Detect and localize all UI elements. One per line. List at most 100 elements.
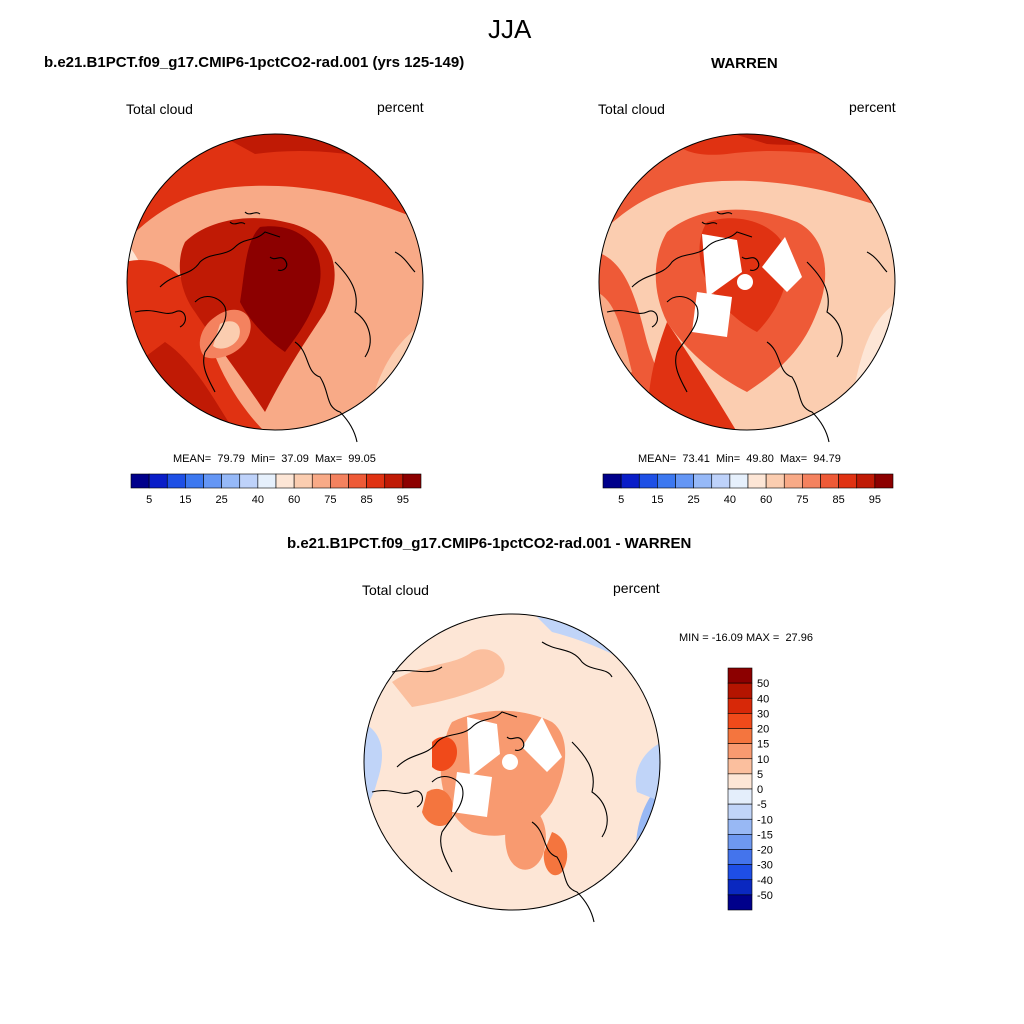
- colorbar-tick-label: -5: [757, 799, 767, 811]
- colorbar-tick-label: 15: [757, 739, 769, 751]
- colorbar-swatch: [293, 473, 313, 489]
- panel-2-coastlines: [606, 211, 888, 443]
- colorbar-tick-label: 10: [757, 754, 769, 766]
- colorbar-swatch: [693, 473, 713, 489]
- colorbar-tick-label: 40: [252, 494, 264, 506]
- colorbar-swatch: [221, 473, 241, 489]
- panel-1-min-label: Min=: [251, 453, 276, 465]
- panel-3-coastlines: [371, 641, 613, 923]
- panel-2-mean-value: 73.41: [682, 453, 710, 465]
- colorbar-swatch: [727, 864, 753, 881]
- colorbar-swatch: [727, 728, 753, 744]
- colorbar-swatch: [330, 473, 349, 489]
- colorbar-swatch: [366, 473, 386, 489]
- colorbar-swatch: [727, 682, 753, 699]
- colorbar-tick-label: -15: [757, 829, 773, 841]
- panel-3-stats: MIN = -16.09 MAX = 27.96: [679, 632, 813, 644]
- panel-3-min-value: -16.09: [711, 632, 743, 644]
- panel-1-colorbar: 5 15 25 40 60 75 85 95: [130, 473, 422, 506]
- colorbar-tick-label: 30: [757, 708, 769, 720]
- panel-3-title: b.e21.B1PCT.f09_g17.CMIP6-1pctCO2-rad.00…: [287, 535, 692, 552]
- panel-2-variable-label: Total cloud: [598, 101, 665, 117]
- colorbar-swatch: [838, 473, 858, 489]
- panel-1-max-value: 99.05: [348, 453, 376, 465]
- panel-3-min-label: MIN =: [679, 632, 709, 644]
- panel-1-coastlines: [134, 211, 416, 443]
- colorbar-swatch: [747, 473, 767, 489]
- colorbar-swatch: [783, 473, 803, 489]
- panel-2-max-value: 94.79: [813, 453, 841, 465]
- colorbar-tick-label: 50: [757, 678, 769, 690]
- colorbar-swatch: [239, 473, 259, 489]
- colorbar-swatch: [348, 473, 367, 489]
- panel-3-variable-label: Total cloud: [362, 582, 429, 598]
- colorbar-swatch: [727, 697, 753, 714]
- colorbar-swatch: [657, 473, 676, 489]
- colorbar-swatch: [729, 473, 749, 489]
- colorbar-swatch: [727, 849, 753, 865]
- panel-2-min-label: Min=: [716, 453, 741, 465]
- colorbar-swatch: [602, 473, 622, 489]
- colorbar-tick-label: 40: [724, 494, 736, 506]
- colorbar-swatch: [765, 473, 785, 489]
- colorbar-swatch: [166, 473, 186, 489]
- figure-title: JJA: [488, 14, 532, 44]
- colorbar-swatch: [257, 473, 277, 489]
- colorbar-swatch: [727, 834, 753, 850]
- colorbar-tick-label: 75: [796, 494, 808, 506]
- colorbar-tick-label: 15: [179, 494, 191, 506]
- colorbar-swatch: [620, 473, 640, 489]
- panel-2-max-label: Max=: [779, 453, 808, 465]
- colorbar-swatch: [727, 788, 753, 805]
- panel-1-mean-value: 79.79: [217, 453, 245, 465]
- panel-3-max-label: MAX =: [745, 632, 780, 644]
- colorbar-swatch: [203, 473, 222, 489]
- panel-2-title: WARREN: [711, 55, 778, 72]
- panel-1-polar-map: [126, 133, 424, 443]
- colorbar-tick-label: 40: [757, 693, 769, 705]
- panel-1-min-value: 37.09: [281, 453, 309, 465]
- panel-1-stats: MEAN= 79.79 Min= 37.09 Max= 99.05: [173, 453, 376, 465]
- panel-2-min-value: 49.80: [746, 453, 774, 465]
- colorbar-swatch: [727, 758, 753, 775]
- panel-3-units-label: percent: [613, 580, 660, 596]
- colorbar-swatch: [185, 473, 204, 489]
- panel-1-mean-label: MEAN=: [173, 453, 212, 465]
- colorbar-swatch: [675, 473, 694, 489]
- colorbar-tick-label: 95: [397, 494, 409, 506]
- colorbar-swatch: [727, 773, 753, 790]
- colorbar-tick-label: 60: [760, 494, 772, 506]
- colorbar-swatch: [727, 894, 753, 911]
- colorbar-tick-label: 85: [833, 494, 845, 506]
- colorbar-tick-label: 60: [288, 494, 300, 506]
- panel-2-mean-label: MEAN=: [638, 453, 677, 465]
- colorbar-tick-label: -20: [757, 845, 773, 857]
- colorbar-swatch: [727, 713, 753, 729]
- colorbar-swatch: [820, 473, 839, 489]
- colorbar-swatch: [275, 473, 295, 489]
- colorbar-tick-label: -10: [757, 814, 773, 826]
- colorbar-tick-label: 15: [651, 494, 663, 506]
- colorbar-tick-label: 20: [757, 724, 769, 736]
- panel-1-variable-label: Total cloud: [126, 101, 193, 117]
- panel-3-max-value: 27.96: [785, 632, 813, 644]
- colorbar-swatch: [384, 473, 404, 489]
- colorbar-swatch: [148, 473, 168, 489]
- panel-2-stats: MEAN= 73.41 Min= 49.80 Max= 94.79: [638, 453, 841, 465]
- colorbar-swatch: [727, 879, 753, 896]
- colorbar-swatch: [402, 473, 422, 489]
- colorbar-swatch: [130, 473, 150, 489]
- colorbar-swatch: [802, 473, 821, 489]
- colorbar-tick-label: 5: [757, 769, 763, 781]
- panel-3-polar-map: [363, 613, 661, 923]
- colorbar-swatch: [311, 473, 331, 489]
- colorbar-tick-label: 5: [146, 494, 152, 506]
- colorbar-tick-label: -30: [757, 860, 773, 872]
- colorbar-tick-label: 95: [869, 494, 881, 506]
- colorbar-tick-label: 5: [618, 494, 624, 506]
- colorbar-tick-label: 25: [688, 494, 700, 506]
- colorbar-swatch: [638, 473, 658, 489]
- colorbar-swatch: [874, 473, 894, 489]
- colorbar-tick-label: 25: [216, 494, 228, 506]
